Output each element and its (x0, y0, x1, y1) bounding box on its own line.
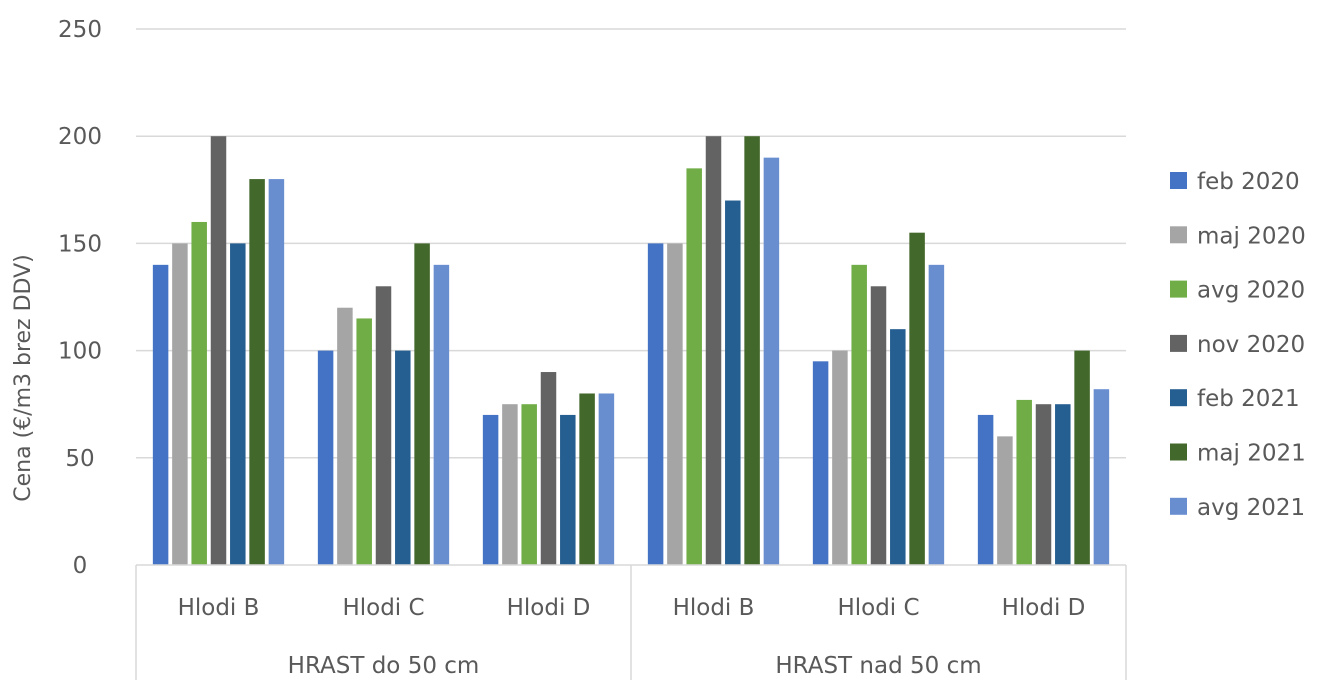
bar (928, 264, 945, 565)
bar (414, 243, 430, 565)
legend-label: feb 2020 (1197, 169, 1300, 195)
x-axis-group-labels: HRAST do 50 cm HRAST nad 50 cm (288, 653, 982, 679)
legend-label: maj 2021 (1197, 441, 1306, 467)
bar (598, 393, 615, 565)
bar (172, 243, 188, 565)
legend-swatch (1170, 497, 1187, 515)
bar (647, 243, 664, 565)
bar (705, 136, 722, 565)
bar (686, 168, 702, 566)
y-tick-label: 150 (58, 231, 102, 257)
legend-swatch (1170, 443, 1187, 461)
legend-label: avg 2020 (1197, 278, 1305, 304)
bar (1093, 389, 1110, 565)
bar (152, 264, 169, 565)
bar (317, 350, 334, 565)
y-tick-label: 100 (58, 339, 102, 365)
bar (540, 372, 557, 565)
legend-swatch (1170, 226, 1187, 244)
bar (521, 404, 537, 565)
bar (890, 329, 906, 565)
legend-swatch (1170, 280, 1187, 298)
legend-label: feb 2021 (1197, 386, 1300, 412)
bar (851, 264, 867, 565)
bar (1035, 404, 1052, 565)
bar (375, 286, 392, 565)
bar (433, 264, 450, 565)
y-tick-label: 50 (65, 446, 94, 472)
legend: feb 2020 maj 2020 avg 2020 nov 2020 feb 2021… (1170, 169, 1306, 521)
bar (579, 393, 595, 565)
legend-label: nov 2020 (1197, 332, 1305, 358)
bar (667, 243, 683, 565)
y-tick-label: 0 (73, 553, 88, 579)
bar (356, 318, 372, 565)
legend-swatch (1170, 172, 1187, 189)
x-tick-label: Hlodi D (1002, 595, 1086, 621)
bar (812, 361, 829, 565)
x-tick-label: Hlodi B (178, 595, 260, 621)
x-group-label: HRAST nad 50 cm (775, 653, 981, 679)
legend-label: maj 2020 (1197, 223, 1306, 249)
bar (1016, 399, 1032, 565)
bar (210, 136, 227, 565)
y-tick-label: 250 (58, 17, 102, 43)
bars (152, 136, 1110, 566)
x-axis-category-labels: Hlodi B Hlodi C Hlodi D Hlodi B Hlodi C Hlodi… (178, 595, 1086, 621)
bar (1055, 404, 1071, 565)
bar (763, 157, 780, 565)
bar (337, 307, 353, 565)
bar (997, 436, 1013, 565)
bar (482, 414, 499, 565)
bar (268, 179, 285, 565)
bar (744, 136, 760, 565)
bar (191, 221, 207, 565)
bar (725, 200, 741, 565)
bar (395, 350, 411, 565)
legend-label: avg 2021 (1197, 495, 1305, 521)
bar (560, 414, 576, 565)
x-axis (135, 564, 1127, 680)
bar (249, 179, 265, 565)
bar (977, 414, 994, 565)
bar (909, 232, 925, 565)
bar (230, 243, 246, 565)
y-tick-label: 200 (58, 124, 102, 150)
bar (502, 404, 518, 565)
x-tick-label: Hlodi D (507, 595, 591, 621)
legend-swatch (1170, 389, 1187, 407)
bar (870, 286, 887, 565)
y-axis-ticks: 0 50 100 150 200 250 (58, 17, 102, 579)
gridlines (136, 28, 1126, 459)
y-axis-label: Cena (€/m3 brez DDV) (11, 254, 36, 501)
x-tick-label: Hlodi C (342, 595, 424, 621)
x-tick-label: Hlodi B (673, 595, 755, 621)
x-group-label: HRAST do 50 cm (288, 653, 480, 679)
x-tick-label: Hlodi C (837, 595, 919, 621)
legend-swatch (1170, 334, 1187, 352)
bar (1074, 350, 1090, 565)
bar (832, 350, 848, 565)
